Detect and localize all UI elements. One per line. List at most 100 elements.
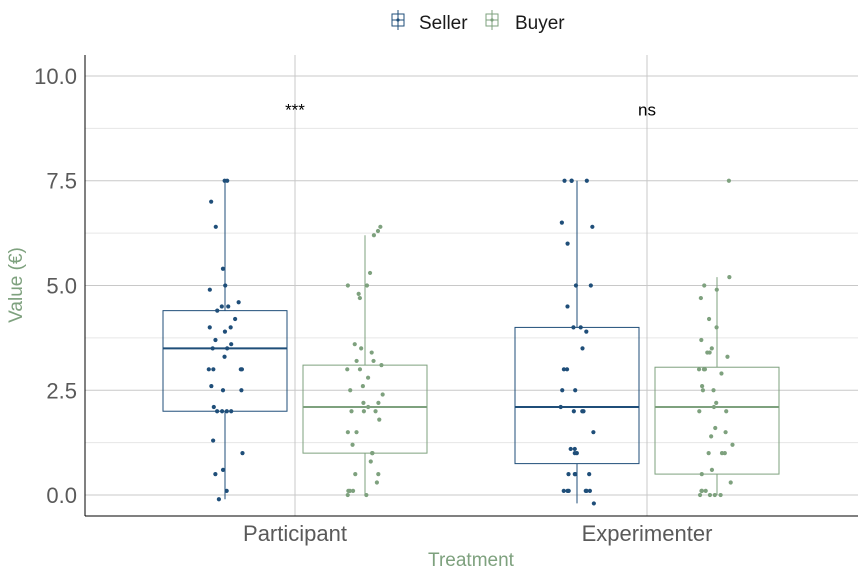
data-point <box>572 446 577 452</box>
legend-key-buyer <box>485 10 499 30</box>
y-tick-label: 5.0 <box>46 274 77 299</box>
data-point <box>591 430 596 435</box>
data-point <box>578 325 583 330</box>
data-point <box>719 371 724 376</box>
data-point <box>709 434 714 439</box>
data-point <box>364 492 369 498</box>
data-point <box>376 471 381 477</box>
data-point <box>373 409 378 414</box>
data-point <box>561 367 566 372</box>
data-point <box>377 417 382 422</box>
data-point <box>714 325 719 330</box>
data-point <box>209 383 214 389</box>
data-point <box>711 388 716 393</box>
data-point <box>566 471 571 477</box>
data-point <box>236 300 241 305</box>
data-point <box>699 488 704 493</box>
data-point <box>220 388 226 393</box>
data-point <box>697 409 702 414</box>
data-point <box>349 409 354 414</box>
legend-label-buyer: Buyer <box>515 13 565 34</box>
data-point <box>559 220 564 225</box>
data-point <box>233 316 238 322</box>
data-point <box>225 178 230 183</box>
data-point <box>719 451 725 456</box>
data-point <box>725 354 730 359</box>
data-point <box>562 178 567 183</box>
data-point <box>590 224 595 229</box>
significance-label: ns <box>638 100 656 119</box>
data-point <box>239 388 244 393</box>
data-point <box>709 346 714 351</box>
data-point <box>572 451 577 456</box>
legend-key-seller <box>391 10 405 30</box>
data-point <box>560 388 565 393</box>
data-point <box>354 430 359 435</box>
data-point <box>371 358 376 364</box>
plot-area: *** ns <box>162 100 780 506</box>
data-point <box>222 329 228 334</box>
data-point <box>215 308 220 313</box>
data-point <box>696 367 702 372</box>
data-point <box>360 383 365 389</box>
data-point <box>357 295 362 301</box>
data-point <box>707 350 712 355</box>
data-point <box>207 325 212 330</box>
data-point <box>714 400 719 405</box>
axis-ticks: 0.0 2.5 5.0 7.5 10.0 Participant Experimenter <box>34 64 712 546</box>
data-point <box>566 488 571 493</box>
box <box>514 326 640 465</box>
data-point <box>591 501 596 506</box>
x-axis-title: Treatment <box>428 550 515 571</box>
data-point <box>366 404 371 410</box>
data-point <box>371 233 377 238</box>
data-point <box>718 492 723 498</box>
data-point <box>703 488 708 493</box>
x-tick-label: Participant <box>243 521 347 546</box>
data-point <box>697 492 703 498</box>
data-point <box>572 471 577 477</box>
data-point <box>565 304 570 309</box>
data-point <box>215 409 220 414</box>
data-point <box>350 488 356 493</box>
data-point <box>573 388 578 393</box>
data-point <box>569 178 574 183</box>
data-point <box>348 388 353 393</box>
box <box>302 364 428 454</box>
data-point <box>357 367 363 372</box>
data-point <box>580 346 585 351</box>
data-point <box>565 241 570 246</box>
data-point <box>361 400 366 405</box>
data-point <box>228 325 233 330</box>
data-point <box>707 492 713 498</box>
data-point <box>211 367 216 372</box>
data-point <box>211 404 216 410</box>
data-point <box>711 404 717 410</box>
data-point <box>345 430 350 435</box>
data-point <box>561 488 566 493</box>
data-point <box>584 488 589 493</box>
data-point <box>706 316 712 322</box>
data-point <box>374 480 379 485</box>
data-point <box>359 346 364 351</box>
data-point <box>558 404 563 410</box>
data-point <box>369 350 374 355</box>
data-point <box>699 337 704 343</box>
data-point <box>352 342 357 347</box>
legend-key-point <box>396 18 400 22</box>
data-point <box>730 442 735 447</box>
data-point <box>588 283 593 288</box>
data-point <box>587 471 592 477</box>
data-point <box>713 425 718 431</box>
data-point <box>709 467 715 472</box>
data-point <box>368 459 373 464</box>
data-point <box>571 409 576 414</box>
y-axis-title: Value (€) <box>6 247 27 323</box>
data-point <box>702 367 708 372</box>
gridlines <box>85 55 858 516</box>
data-point <box>224 488 229 493</box>
data-point <box>229 409 234 414</box>
data-point <box>706 451 711 456</box>
box <box>654 366 780 475</box>
box <box>162 310 288 412</box>
